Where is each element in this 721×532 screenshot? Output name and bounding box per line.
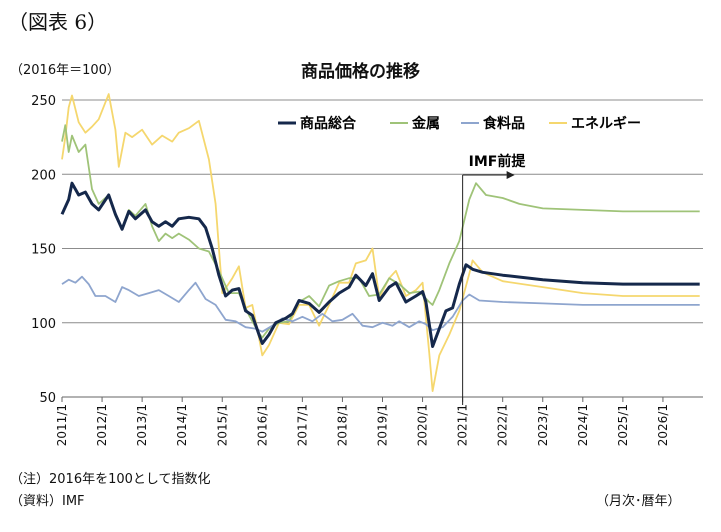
y-tick-label: 150 <box>31 243 56 258</box>
y-tick-label: 250 <box>31 94 56 109</box>
x-tick-label: 2012/1 <box>95 404 109 446</box>
x-tick-label: 2018/1 <box>335 404 349 446</box>
x-tick-label: 2023/1 <box>536 404 550 446</box>
forecast-arrow-head <box>506 171 515 179</box>
x-tick-label: 2014/1 <box>175 404 189 446</box>
series-line <box>60 181 700 348</box>
figure-label: （図表 6） <box>8 10 108 34</box>
period-label: （月次･暦年） <box>596 494 681 509</box>
source-label: （資料）IMF <box>10 494 85 509</box>
annotation-label: IMF前提 <box>469 153 527 170</box>
legend-item: 金属 <box>411 115 440 132</box>
x-tick-label: 2019/1 <box>376 404 390 446</box>
legend-item: 食料品 <box>483 115 525 132</box>
y-tick-label: 50 <box>39 391 56 406</box>
x-tick-label: 2016/1 <box>255 404 269 446</box>
series-line <box>61 275 700 333</box>
x-tick-label: 2011/1 <box>55 404 69 446</box>
x-tick-label: 2013/1 <box>135 404 149 446</box>
legend-item: エネルギー <box>571 115 641 132</box>
y-tick-label: 200 <box>31 168 56 183</box>
unit-label: （2016年＝100） <box>10 63 120 78</box>
series-line <box>61 93 700 392</box>
x-tick-label: 2024/1 <box>576 404 590 446</box>
x-tick-label: 2017/1 <box>295 404 309 446</box>
x-tick-label: 2015/1 <box>215 404 229 446</box>
y-tick-label: 100 <box>31 317 56 332</box>
x-tick-label: 2021/1 <box>456 404 470 446</box>
chart-title: 商品価格の推移 <box>301 62 420 82</box>
note-label: （注）2016年を100として指数化 <box>10 472 211 487</box>
x-tick-label: 2026/1 <box>656 404 670 446</box>
x-tick-label: 2025/1 <box>616 404 630 446</box>
legend-item: 商品総合 <box>300 115 357 132</box>
x-tick-label: 2022/1 <box>496 404 510 446</box>
x-tick-label: 2020/1 <box>416 404 430 446</box>
